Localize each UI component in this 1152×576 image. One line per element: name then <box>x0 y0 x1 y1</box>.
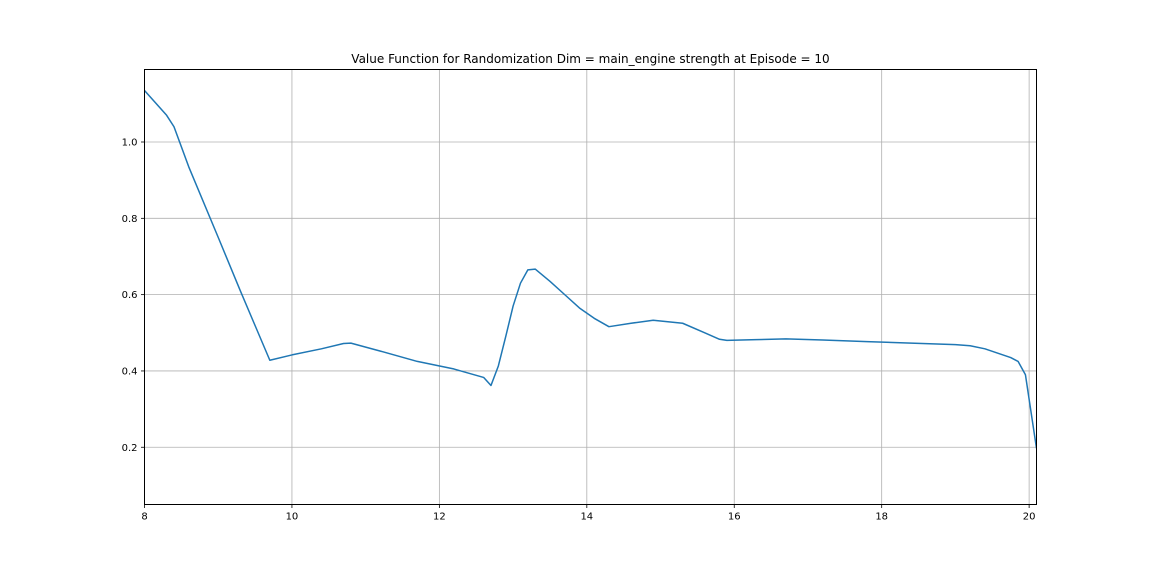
series-line <box>144 89 1037 449</box>
y-tick-label: 0.4 <box>122 366 138 377</box>
series-layer <box>144 89 1037 449</box>
x-axis: 8 10 12 14 16 18 20 <box>141 504 1036 523</box>
x-tick-label: 10 <box>286 512 299 523</box>
y-tick-label: 0.6 <box>122 290 138 301</box>
y-tick-label: 1.0 <box>122 138 138 149</box>
grid <box>144 69 1037 505</box>
y-axis: 0.2 0.4 0.6 0.8 1.0 <box>122 138 145 454</box>
x-tick-label: 20 <box>1023 512 1036 523</box>
x-tick-label: 14 <box>580 512 593 523</box>
x-tick-label: 8 <box>141 512 147 523</box>
x-tick-label: 16 <box>728 512 741 523</box>
y-tick-label: 0.2 <box>122 443 138 454</box>
x-tick-label: 12 <box>433 512 446 523</box>
x-tick-label: 18 <box>875 512 888 523</box>
y-tick-label: 0.8 <box>122 214 138 225</box>
chart-title: Value Function for Randomization Dim = m… <box>351 52 829 66</box>
plot-frame <box>144 69 1037 505</box>
